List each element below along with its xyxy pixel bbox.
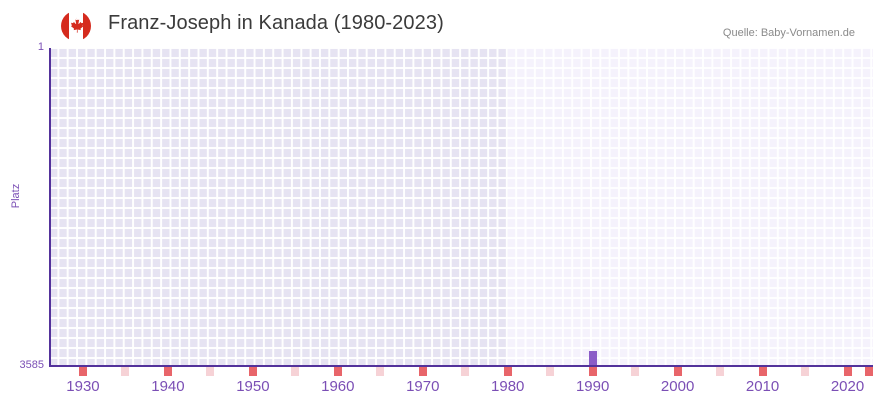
x-tick-2000 — [673, 367, 682, 376]
x-tick-1995 — [631, 367, 640, 376]
x-tick-1945 — [206, 367, 215, 376]
y-axis-label-bottom: 3585 — [19, 359, 44, 371]
x-tick-1985 — [546, 367, 555, 376]
x-tick-1950 — [248, 367, 257, 376]
y-axis-line — [49, 48, 51, 366]
flag-band-right — [83, 11, 91, 41]
x-axis-label-2000: 2000 — [660, 378, 695, 395]
x-tick-2005 — [716, 367, 725, 376]
x-axis-label-1980: 1980 — [491, 378, 525, 395]
x-tick-1935 — [121, 367, 130, 376]
canada-flag-icon — [61, 11, 91, 41]
x-axis-label-1990: 1990 — [575, 378, 610, 395]
x-tick-1980 — [503, 367, 512, 376]
y-axis-title: Platz — [10, 183, 22, 209]
x-tick-1955 — [291, 367, 300, 376]
x-axis-labels: 1930 1940 1950 1960 1970 1980 1990 2000 2010 2020 — [49, 378, 873, 402]
x-axis-tickmarks — [49, 367, 873, 376]
x-tick-2020 — [843, 367, 852, 376]
x-tick-2015 — [801, 367, 810, 376]
x-axis-line — [49, 365, 873, 367]
x-tick-1965 — [376, 367, 385, 376]
x-axis-label-2010: 2010 — [745, 378, 780, 395]
x-axis-label-2020: 2020 — [830, 378, 865, 395]
x-tick-1970 — [418, 367, 427, 376]
x-tick-1930 — [78, 367, 87, 376]
x-tick-1990 — [588, 367, 597, 376]
x-tick-1975 — [461, 367, 470, 376]
bar-series — [49, 48, 873, 366]
x-tick-1940 — [163, 367, 172, 376]
flag-band-left — [61, 11, 69, 41]
chart-header: Franz-Joseph in Kanada (1980-2023) Quell… — [0, 0, 873, 46]
source-attribution: Quelle: Baby-Vornamen.de — [722, 27, 855, 39]
plot-area — [49, 48, 873, 366]
x-tick-end — [865, 367, 873, 376]
x-axis-label-1930: 1930 — [66, 378, 100, 395]
bar-1990 — [588, 351, 597, 366]
page-title: Franz-Joseph in Kanada (1980-2023) — [108, 12, 444, 34]
x-axis-label-1940: 1940 — [151, 378, 185, 395]
plot-gridlines — [49, 48, 873, 366]
maple-leaf-icon — [70, 17, 84, 33]
y-axis-label-top: 1 — [37, 41, 44, 53]
x-tick-2010 — [758, 367, 767, 376]
x-axis-label-1970: 1970 — [406, 378, 440, 395]
x-axis-label-1950: 1950 — [236, 378, 270, 395]
x-tick-1960 — [333, 367, 342, 376]
x-axis-label-1960: 1960 — [321, 378, 355, 395]
